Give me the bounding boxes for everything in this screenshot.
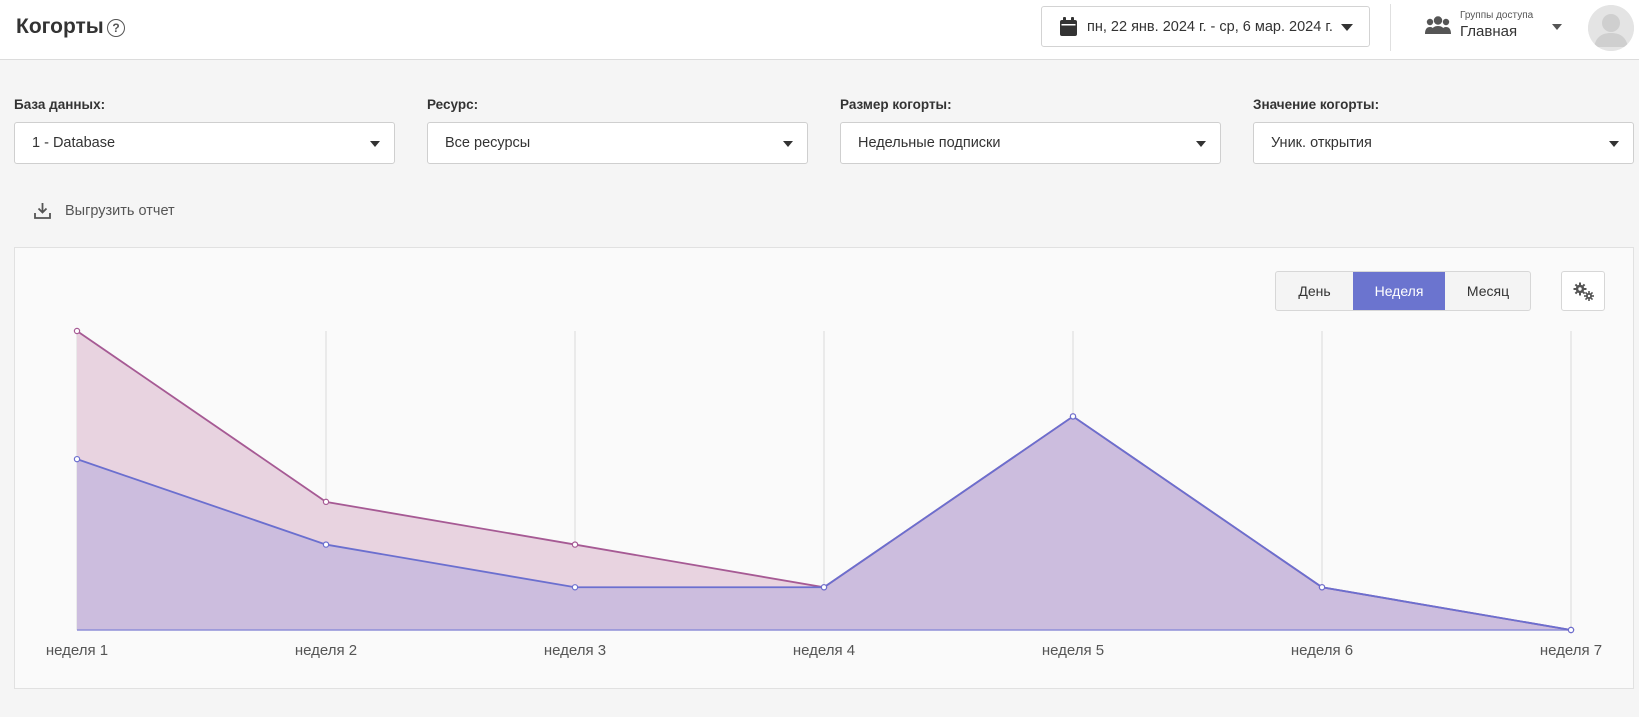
period-toggle: День Неделя Месяц [1275,271,1531,311]
chart-points [73,327,1575,634]
access-group-caption: Группы доступа [1460,10,1534,21]
database-select[interactable]: 1 - Database [14,122,395,164]
chevron-down-icon [1196,141,1206,147]
chevron-down-icon [1552,24,1562,30]
question-circle-icon[interactable]: ? [107,19,125,37]
filter-label-cohort-size: Размер когорты: [840,97,952,112]
header-divider [1390,4,1391,51]
filter-label-database: База данных: [14,97,106,112]
page-title: Когорты [16,15,104,38]
gears-icon [1573,282,1594,301]
cohort-value-select[interactable]: Уник. открытия [1253,122,1634,164]
x-tick-label: неделя 6 [1291,642,1353,659]
data-point[interactable] [571,541,579,548]
period-week-button[interactable]: Неделя [1353,272,1445,310]
export-report-label: Выгрузить отчет [65,203,175,219]
period-month-button[interactable]: Месяц [1466,283,1510,299]
x-tick-label: неделя 3 [544,642,606,659]
filter-label-resource: Ресурс: [427,97,479,112]
data-point[interactable] [1567,626,1575,634]
series-area-2 [77,416,1571,630]
x-tick-label: неделя 4 [793,642,855,659]
x-tick-label: неделя 7 [1540,642,1602,659]
chart-areas [77,331,1571,630]
avatar[interactable] [1588,5,1634,51]
database-select-value: 1 - Database [32,135,116,151]
data-point[interactable] [571,584,579,591]
cohort-value-select-value: Уник. открытия [1271,135,1372,151]
x-tick-label: неделя 1 [46,642,108,659]
chevron-down-icon [1341,24,1353,31]
chevron-down-icon [1609,141,1619,147]
users-icon [1425,16,1451,34]
access-group-selector[interactable]: Группы доступа Главная [1425,8,1570,52]
date-range-picker[interactable]: пн, 22 янв. 2024 г. - ср, 6 мар. 2024 г. [1041,6,1370,47]
cohort-size-select[interactable]: Недельные подписки [840,122,1221,164]
cohort-size-select-value: Недельные подписки [858,135,1001,151]
resource-select[interactable]: Все ресурсы [427,122,808,164]
data-point[interactable] [820,584,828,591]
data-point[interactable] [73,455,81,463]
chart-settings-button[interactable] [1561,271,1605,311]
data-point[interactable] [1318,584,1326,591]
resource-select-value: Все ресурсы [445,135,531,151]
download-icon [34,203,51,219]
x-tick-label: неделя 2 [295,642,357,659]
chevron-down-icon [370,141,380,147]
top-header: Когорты ? пн, 22 янв. 2024 г. - ср, 6 ма… [0,0,1639,60]
chevron-down-icon [783,141,793,147]
chart-x-labels: неделя 1 неделя 2 неделя 3 неделя 4 неделя 5… [46,642,1602,659]
calendar-icon [1060,17,1077,36]
date-range-text: пн, 22 янв. 2024 г. - ср, 6 мар. 2024 г. [1087,19,1333,35]
access-group-value: Главная [1460,23,1518,40]
data-point[interactable] [1069,413,1077,420]
data-point[interactable] [73,327,81,335]
filter-label-cohort-value: Значение когорты: [1253,97,1380,112]
x-tick-label: неделя 5 [1042,642,1104,659]
period-day-button[interactable]: День [1298,283,1331,299]
data-point[interactable] [322,498,330,506]
user-avatar-icon [1588,5,1634,51]
data-point[interactable] [322,541,330,548]
